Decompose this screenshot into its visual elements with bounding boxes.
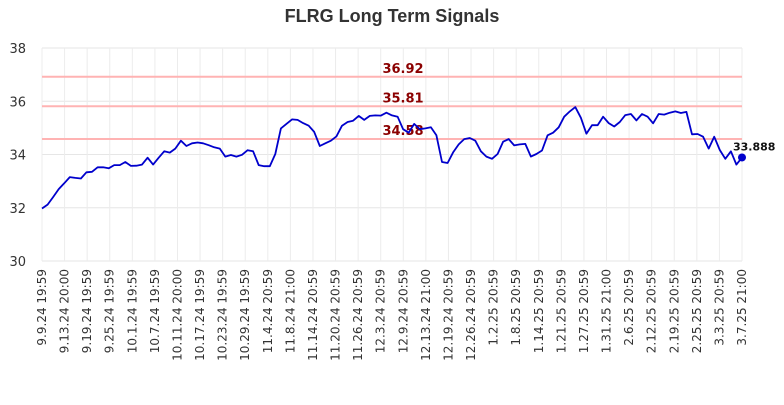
x-tick-label: 12.26.24 20:59 <box>464 269 478 361</box>
y-tick-label: 32 <box>9 202 26 217</box>
x-tick-label: 9.25.24 19:59 <box>103 269 117 353</box>
x-tick-label: 10.11.24 20:00 <box>170 269 184 361</box>
x-tick-label: 1.31.25 21:00 <box>600 269 614 353</box>
x-tick-label: 10.7.24 19:59 <box>148 269 162 353</box>
y-tick-label: 34 <box>9 149 26 164</box>
reference-label: 35.81 <box>382 91 423 106</box>
x-tick-label: 10.1.24 19:59 <box>125 269 139 353</box>
chart-title: FLRG Long Term Signals <box>284 6 500 26</box>
x-tick-label: 1.8.25 20:59 <box>509 269 523 346</box>
x-tick-label: 3.3.25 20:59 <box>712 269 726 346</box>
y-tick-label: 36 <box>9 95 26 110</box>
x-tick-label: 12.13.24 21:00 <box>419 269 433 361</box>
last-point-marker <box>738 153 746 162</box>
x-tick-label: 3.7.25 21:00 <box>735 269 749 346</box>
y-tick-label: 38 <box>9 42 26 57</box>
x-tick-label: 12.19.24 20:59 <box>441 269 455 361</box>
x-tick-label: 12.9.24 20:59 <box>396 269 410 353</box>
x-tick-label: 11.14.24 20:59 <box>306 269 320 361</box>
x-tick-label: 1.21.25 20:59 <box>554 269 568 353</box>
reference-label: 36.92 <box>382 62 423 77</box>
x-tick-label: 2.6.25 20:59 <box>622 269 636 346</box>
last-value-label: 33.888 <box>733 140 775 153</box>
y-tick-label: 30 <box>9 255 26 270</box>
x-tick-label: 2.12.25 20:59 <box>645 269 659 353</box>
x-tick-label: 11.26.24 20:59 <box>351 269 365 361</box>
x-tick-label: 9.19.24 19:59 <box>80 269 94 353</box>
x-tick-label: 1.14.25 20:59 <box>532 269 546 353</box>
price-line <box>41 106 743 210</box>
x-tick-label: 9.13.24 20:00 <box>58 269 72 353</box>
x-tick-label: 11.4.24 20:59 <box>261 269 275 353</box>
x-tick-label: 2.19.25 20:59 <box>667 269 681 353</box>
x-tick-label: 1.27.25 20:59 <box>577 269 591 353</box>
reference-label: 34.58 <box>382 124 423 139</box>
x-tick-label: 10.23.24 19:59 <box>216 269 230 361</box>
x-tick-label: 1.2.25 20:59 <box>487 269 501 346</box>
x-tick-label: 10.17.24 19:59 <box>193 269 207 361</box>
x-tick-label: 9.9.24 19:59 <box>35 269 49 346</box>
x-tick-label: 10.29.24 19:59 <box>238 269 252 361</box>
x-tick-label: 12.3.24 20:59 <box>374 269 388 353</box>
x-tick-label: 11.8.24 21:00 <box>283 269 297 353</box>
x-tick-label: 2.25.25 20:59 <box>690 269 704 353</box>
x-tick-label: 11.20.24 20:59 <box>329 269 343 361</box>
